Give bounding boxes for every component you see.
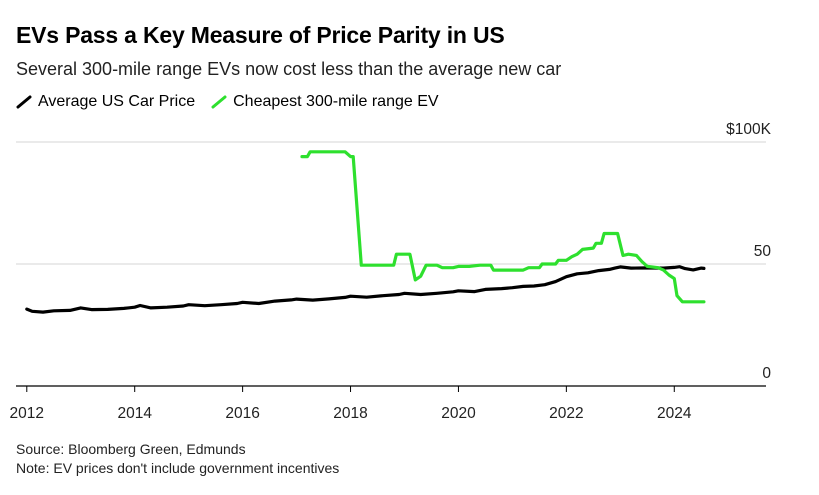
x-tick-label-2016: 2016 bbox=[225, 405, 259, 422]
series-line-cheapest-300-mile-ev bbox=[300, 150, 706, 304]
y-tick-label-100: $100K bbox=[726, 121, 771, 138]
series-line-average-us-car-price bbox=[25, 265, 706, 314]
chart-subtitle: Several 300-mile range EVs now cost less… bbox=[16, 59, 562, 79]
chart-title: EVs Pass a Key Measure of Price Parity i… bbox=[16, 22, 505, 48]
y-tick-label-50: 50 bbox=[754, 243, 772, 260]
x-tick-label-2018: 2018 bbox=[333, 405, 367, 422]
x-tick-label-2022: 2022 bbox=[549, 405, 583, 422]
source-note: Source: Bloomberg Green, Edmunds bbox=[16, 441, 246, 457]
legend-swatch-cheapest-ev bbox=[211, 95, 227, 109]
series-lines bbox=[25, 150, 706, 314]
legend-item-average-price: Average US Car Price bbox=[16, 93, 195, 111]
gridlines: 0 50 $100K bbox=[16, 121, 772, 382]
legend-label-average-price: Average US Car Price bbox=[38, 93, 196, 110]
x-tick-label-2024: 2024 bbox=[657, 405, 692, 422]
x-tick-label-2014: 2014 bbox=[117, 405, 152, 422]
x-tick-label-2012: 2012 bbox=[10, 405, 44, 422]
legend: Average US Car Price Cheapest 300-mile r… bbox=[16, 91, 455, 113]
x-axis: 2012 2014 2016 2018 2020 2022 2024 bbox=[10, 385, 766, 422]
incentive-note: Note: EV prices don't include government… bbox=[16, 460, 340, 476]
legend-item-cheapest-ev: Cheapest 300-mile range EV bbox=[211, 93, 439, 111]
x-tick-label-2020: 2020 bbox=[441, 405, 476, 422]
y-tick-label-0: 0 bbox=[762, 365, 771, 382]
legend-swatch-average-price bbox=[16, 95, 32, 109]
legend-label-cheapest-ev: Cheapest 300-mile range EV bbox=[233, 93, 439, 110]
